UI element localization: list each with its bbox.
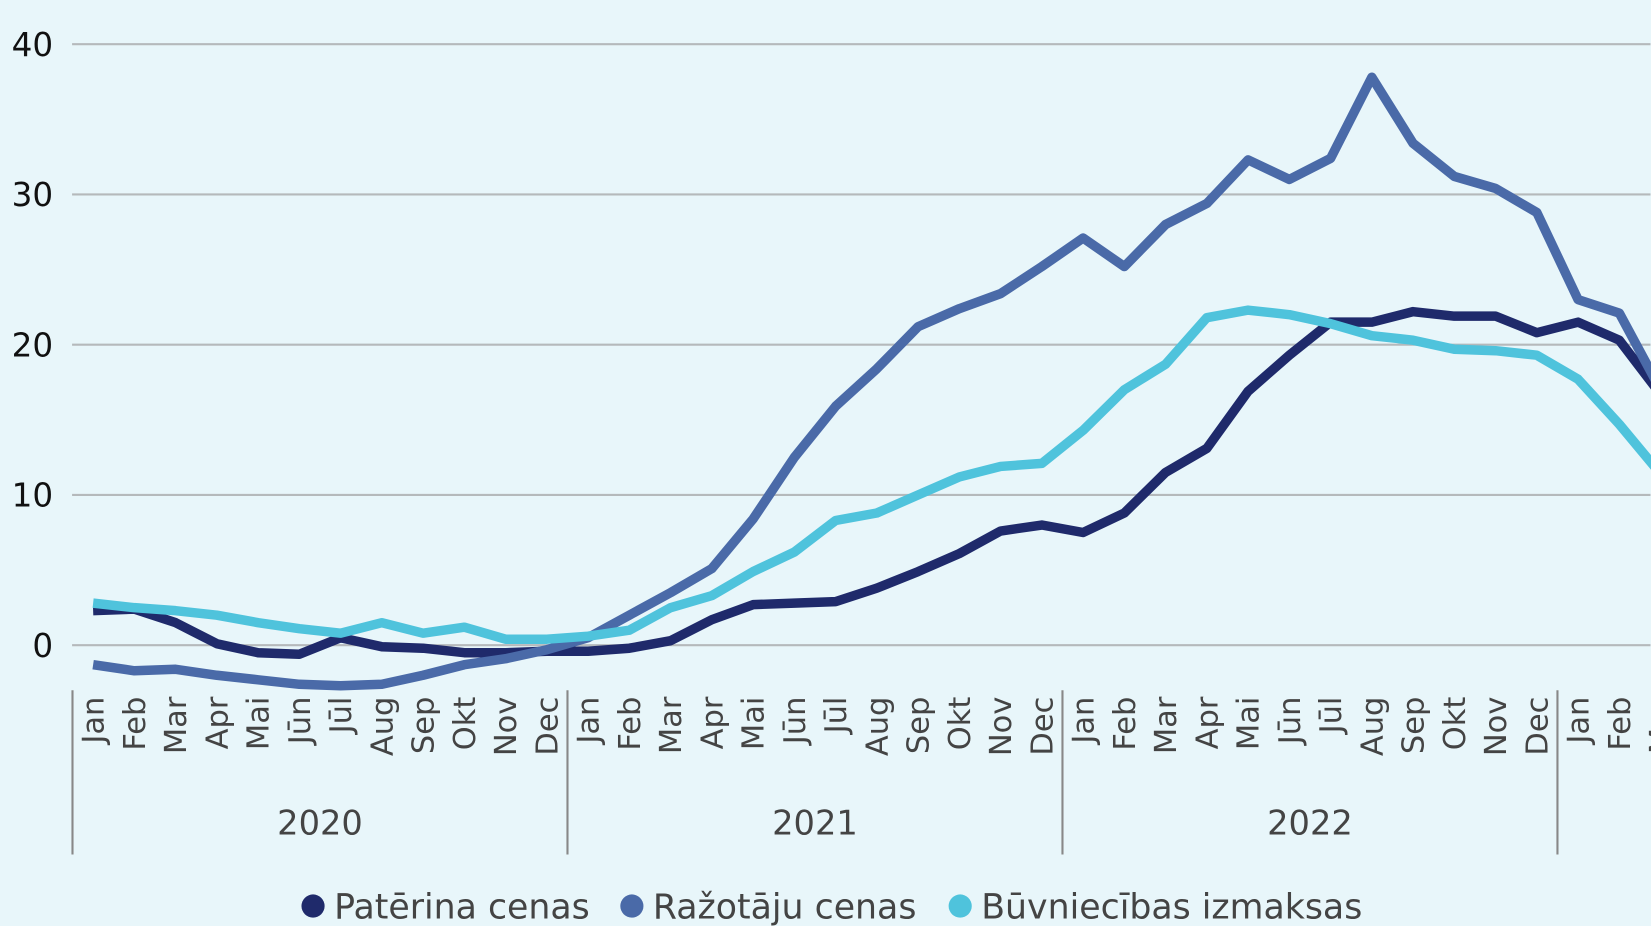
x-tick-label: Okt [1438,697,1473,751]
legend-marker [948,894,972,918]
legend: Patērina cenas Ražotāju cenas Būvniecības … [301,888,1362,926]
x-tick-label: Okt [448,697,483,751]
legend-label: Ražotāju cenas [653,888,917,926]
x-tick-label: Nov [489,697,524,757]
y-tick-label: 30 [12,176,54,214]
x-tick-label: Apr [200,696,235,749]
x-tick-label: Jan [572,697,607,746]
x-tick-label: Feb [613,697,648,751]
year-label: 2021 [772,803,858,842]
x-tick-label: Jūl [819,697,854,736]
x-tick-label: Mai [242,697,277,750]
x-tick-label: Jūn [283,697,318,747]
x-tick-label: Nov [1479,697,1514,757]
x-tick-label: Dec [1520,697,1555,756]
line-series [92,305,1651,644]
y-tick-label: 20 [12,326,54,364]
x-tick-label: Apr [1190,696,1225,749]
legend-marker [301,894,325,918]
x-tick-label: Aug [1355,697,1390,757]
year-label: 2020 [277,803,363,842]
x-tick-label: Jan [1562,697,1597,746]
x-tick-label: Sep [902,697,937,755]
x-tick-label: Mar [654,696,689,754]
x-tick-label: Apr [695,696,730,749]
year-label: 2022 [1267,803,1353,842]
x-tick-label: Okt [943,697,978,751]
legend-marker [620,894,644,918]
x-tick-label: Jan [77,697,112,746]
x-tick-label: Jūn [778,697,813,747]
x-tick-label: Mai [1232,697,1267,750]
legend-label: Patērina cenas [334,888,590,926]
x-tick-label: Feb [118,697,153,751]
x-tick-label: Mar [1644,696,1651,754]
line-series [92,306,1651,659]
x-tick-label: Sep [407,697,442,755]
line-series [92,72,1651,691]
legend-label: Būvniecības izmaksas [981,888,1362,926]
x-tick-label: Feb [1603,697,1638,751]
y-tick-label: 40 [12,26,54,64]
x-tick-label: Mai [737,697,772,750]
x-tick-label: Jūl [1314,697,1349,736]
x-tick-label: Feb [1108,697,1143,751]
x-tick-label: Sep [1397,697,1432,755]
x-tick-label: Aug [860,697,895,757]
x-tick-label: Jūl [324,697,359,736]
x-tick-label: Mar [159,696,194,754]
x-tick-label: Nov [984,697,1019,757]
x-tick-label: Dec [1025,697,1060,756]
y-tick-label: 10 [12,477,54,515]
x-tick-label: Aug [365,697,400,757]
y-tick-label: 0 [32,627,53,665]
x-tick-label: Mar [1149,696,1184,754]
x-tick-label: Jūn [1273,697,1308,747]
x-tick-label: Jan [1067,697,1102,746]
x-tick-label: Dec [530,697,565,756]
